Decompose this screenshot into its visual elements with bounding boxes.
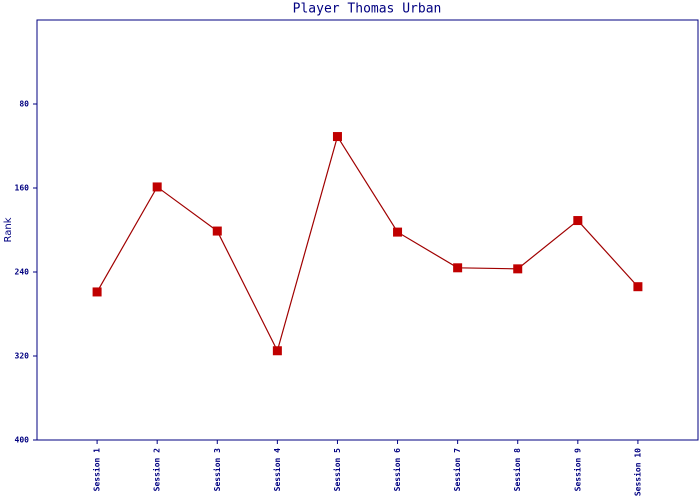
point-marker <box>633 282 643 292</box>
y-tick-label: 80 <box>19 100 29 109</box>
point-marker <box>393 227 403 237</box>
point-marker <box>212 226 222 236</box>
point-marker <box>152 182 162 192</box>
point-marker <box>272 346 282 356</box>
y-tick-label: 160 <box>15 184 30 193</box>
plot-frame <box>36 19 699 441</box>
x-tick-label: Session 4 <box>272 448 282 492</box>
y-tick-label: 320 <box>15 352 30 361</box>
x-tick-label: Session 6 <box>392 448 402 492</box>
y-tick-label: 400 <box>15 436 30 445</box>
point-marker <box>573 216 583 226</box>
x-tick-label: Session 7 <box>452 448 462 492</box>
series-line <box>96 135 639 353</box>
y-axis-label: Rank <box>3 217 14 242</box>
x-tick-label: Session 2 <box>152 448 162 492</box>
x-tick-label: Session 1 <box>92 448 102 492</box>
x-tick-label: Session 8 <box>512 448 522 492</box>
point-marker <box>332 132 342 142</box>
x-tick-label: Session 10 <box>632 448 642 496</box>
x-tick-label: Session 3 <box>212 448 222 492</box>
y-tick-label: 240 <box>15 268 30 277</box>
point-marker <box>513 264 523 274</box>
x-tick-label: Session 5 <box>332 448 342 492</box>
chart-title: Player Thomas Urban <box>293 2 442 17</box>
x-tick-label: Session 9 <box>572 448 582 492</box>
point-marker <box>453 263 463 273</box>
point-marker <box>92 287 102 297</box>
